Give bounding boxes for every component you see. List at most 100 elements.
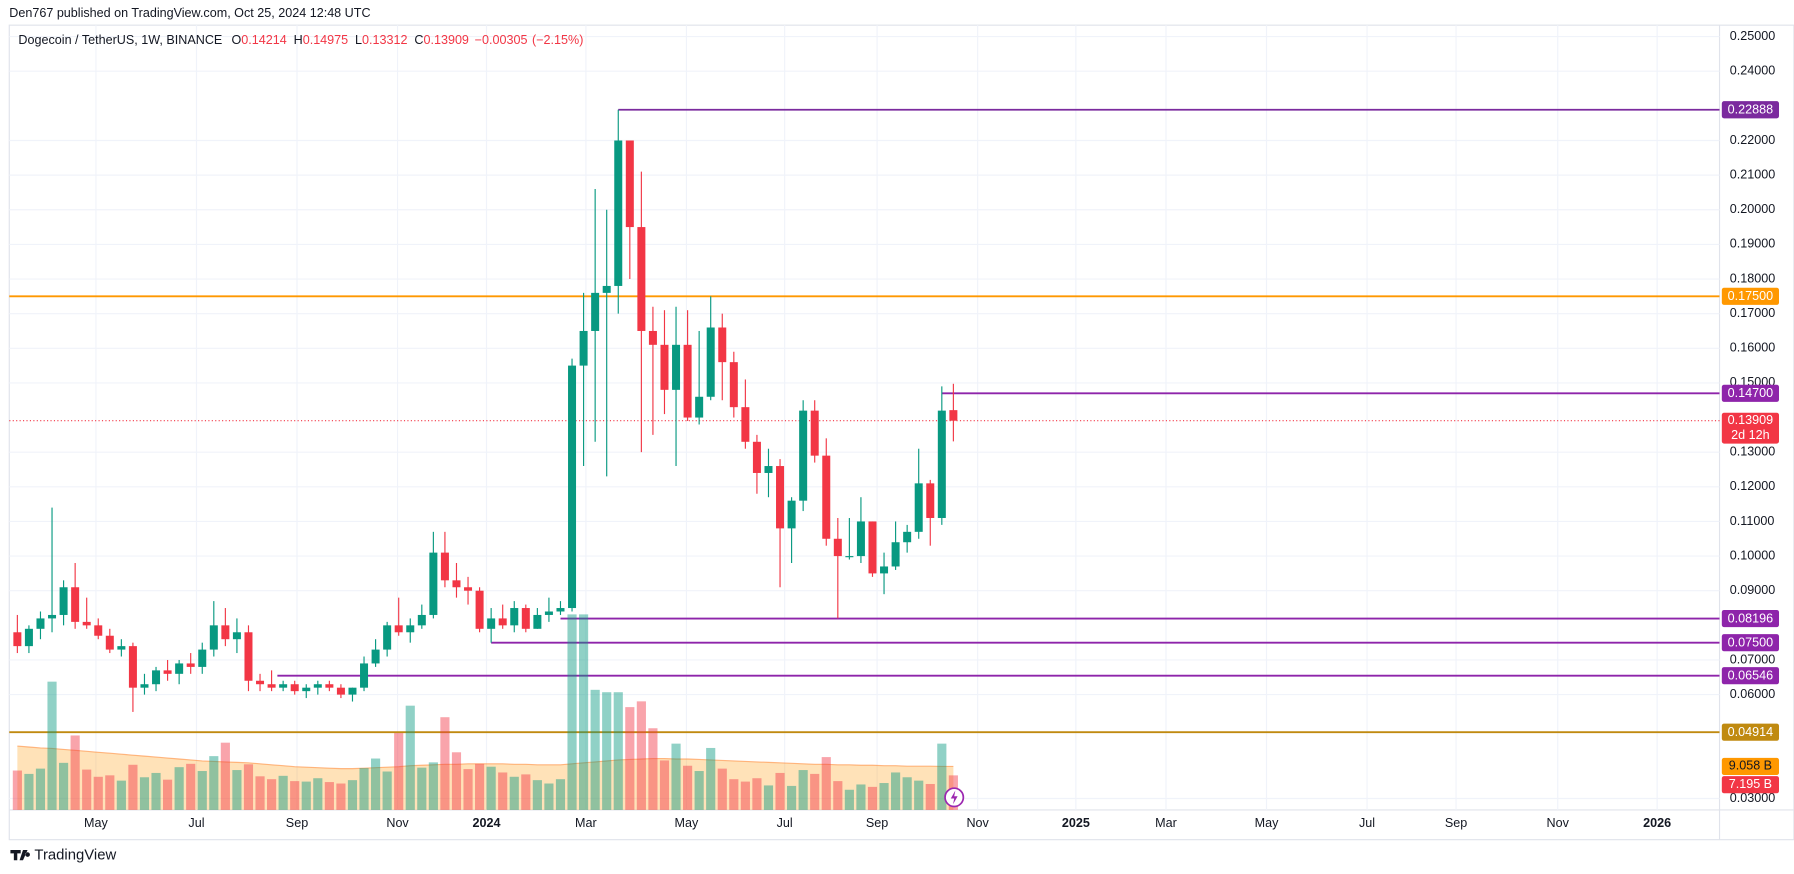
volume-bar bbox=[821, 757, 831, 810]
legend-item: C bbox=[414, 34, 423, 48]
y-tick-label: 0.21000 bbox=[1730, 167, 1775, 181]
candle-body bbox=[880, 566, 889, 574]
legend-item: Dogecoin / TetherUS, 1W, BINANCE bbox=[18, 34, 222, 48]
candle-body bbox=[48, 614, 57, 619]
volume-bar bbox=[787, 785, 797, 810]
candle-body bbox=[209, 625, 218, 650]
volume-bar bbox=[694, 771, 704, 810]
candle-body bbox=[71, 587, 80, 622]
y-tick-label: 0.06000 bbox=[1730, 687, 1775, 701]
candle-body bbox=[163, 670, 172, 674]
candle-body bbox=[82, 621, 91, 626]
volume-bar bbox=[902, 777, 912, 810]
volume-bar bbox=[428, 762, 438, 810]
last-price-bg bbox=[1721, 412, 1780, 444]
x-tick-label: Mar bbox=[575, 816, 597, 830]
x-tick-label: 2026 bbox=[1643, 816, 1671, 830]
volume-bar bbox=[914, 780, 924, 810]
candle-body bbox=[290, 684, 299, 692]
volume-bar bbox=[267, 779, 277, 810]
candle-body bbox=[117, 646, 126, 650]
volume-bar bbox=[243, 764, 254, 810]
volume-ma-line bbox=[17, 745, 954, 770]
volume-ma-label: 9.058 B bbox=[1729, 759, 1772, 773]
level-label-bg bbox=[1721, 634, 1780, 652]
candle-body bbox=[695, 396, 704, 418]
level-label-bg bbox=[1721, 287, 1780, 305]
candle-body bbox=[625, 140, 634, 228]
candle-body bbox=[371, 649, 380, 664]
candle-body bbox=[591, 292, 600, 331]
volume-bar bbox=[174, 767, 184, 810]
volume-bar bbox=[301, 781, 311, 810]
level-label: 0.06546 bbox=[1728, 669, 1773, 683]
x-tick-label: May bbox=[675, 816, 699, 830]
volume bbox=[12, 614, 958, 810]
candle-body bbox=[475, 590, 484, 629]
legend-item: (−2.15%) bbox=[532, 34, 583, 48]
candle-body bbox=[648, 330, 657, 345]
candle-body bbox=[417, 614, 426, 626]
volume-bar bbox=[24, 773, 34, 810]
level-label: 0.07500 bbox=[1728, 636, 1773, 650]
volume-bar bbox=[706, 747, 716, 810]
volume-bar bbox=[891, 772, 901, 810]
volume-bar bbox=[856, 784, 866, 810]
volume-bar bbox=[625, 707, 635, 810]
x-tick-label: Sep bbox=[866, 816, 888, 830]
candle-body bbox=[856, 521, 865, 557]
volume-bar bbox=[59, 762, 69, 810]
candle-body bbox=[94, 625, 103, 636]
countdown: 2d 12h bbox=[1731, 428, 1769, 442]
y-tick-label: 0.11000 bbox=[1730, 514, 1775, 528]
alert-icon[interactable] bbox=[944, 787, 965, 808]
volume-bar bbox=[186, 763, 196, 810]
volume-ma-label-bg bbox=[1721, 757, 1780, 775]
volume-bar bbox=[139, 777, 150, 810]
level-label: 0.04914 bbox=[1728, 725, 1773, 739]
volume-bar bbox=[70, 735, 80, 810]
volume-bar bbox=[313, 778, 323, 810]
candle-body bbox=[776, 466, 785, 529]
volume-bar bbox=[451, 752, 462, 810]
candle-body bbox=[556, 608, 565, 612]
level-label-bg bbox=[1721, 723, 1780, 741]
level-label: 0.14700 bbox=[1728, 386, 1773, 400]
volume-bar bbox=[752, 778, 762, 810]
volume-bar bbox=[613, 692, 623, 810]
level-label-bg bbox=[1721, 667, 1780, 685]
candle-body bbox=[660, 344, 669, 390]
volume-bar bbox=[417, 767, 427, 810]
candle-body bbox=[764, 466, 773, 473]
candle-body bbox=[232, 632, 241, 640]
volume-bar bbox=[463, 769, 473, 810]
volume-bar bbox=[394, 733, 404, 810]
candle-body bbox=[903, 531, 912, 543]
candle-body bbox=[244, 632, 253, 681]
candle-body bbox=[579, 330, 588, 366]
candle-body bbox=[348, 687, 357, 695]
volume-bar bbox=[636, 701, 646, 810]
axes: 0.25000 0.24000 0.22000 0.21000 0.20000 0.190… bbox=[84, 29, 1780, 830]
candle-body bbox=[24, 628, 33, 647]
volume-bar bbox=[810, 773, 820, 810]
volume-bar bbox=[544, 783, 554, 810]
candle-body bbox=[128, 646, 137, 688]
footer: TradingView bbox=[10, 848, 116, 864]
candle-body bbox=[302, 687, 311, 692]
x-tick-label: Mar bbox=[1155, 816, 1177, 830]
candle-body bbox=[521, 608, 530, 629]
volume-bar bbox=[82, 769, 92, 810]
candle-body bbox=[175, 663, 184, 674]
candle-body bbox=[221, 625, 230, 640]
x-tick-label: May bbox=[84, 816, 108, 830]
published-note: Den767 published on TradingView.com, Oct… bbox=[9, 6, 370, 20]
x-tick-label: Jul bbox=[1359, 816, 1375, 830]
legend: Dogecoin / TetherUS, 1W, BINANCE O0.14214… bbox=[18, 34, 583, 48]
y-tick-label: 0.03000 bbox=[1730, 791, 1775, 805]
candle-body bbox=[429, 552, 438, 615]
candle-body bbox=[614, 140, 623, 286]
volume-bar bbox=[405, 705, 415, 810]
volume-bar bbox=[683, 765, 693, 810]
volume-bar bbox=[567, 614, 577, 810]
